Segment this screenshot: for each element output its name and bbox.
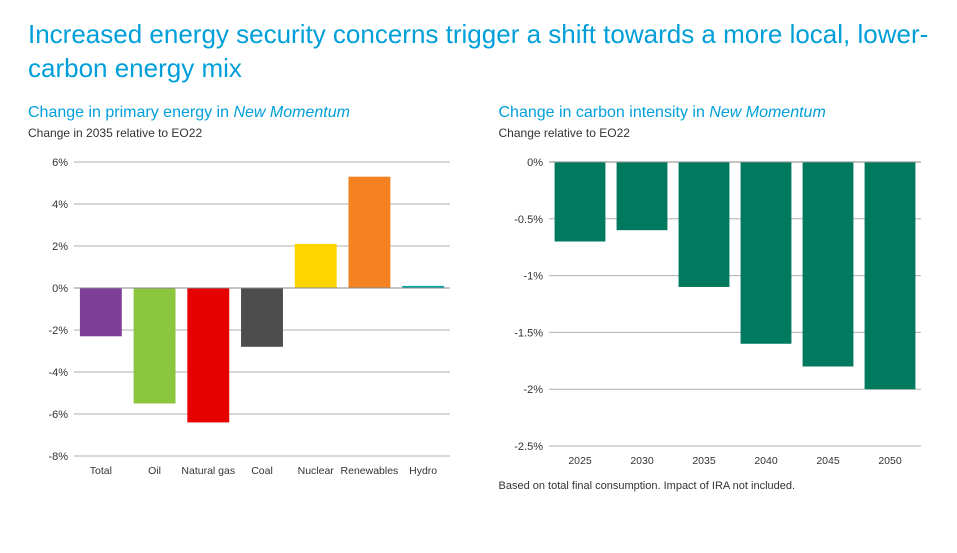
right-chart-title: Change in carbon intensity in New Moment… [499, 104, 930, 122]
bar [678, 162, 729, 287]
bar [740, 162, 791, 344]
left-chart-column: Change in primary energy in New Momentum… [28, 104, 459, 492]
right-chart-footnote: Based on total final consumption. Impact… [499, 480, 930, 492]
y-tick-label: 6% [52, 157, 68, 169]
category-label: 2035 [692, 455, 716, 467]
bar [616, 162, 667, 230]
y-tick-label: 2% [52, 241, 68, 253]
right-chart: -2.5% -2% -1.5% -1% -0.5% 0% 2025 2030 2035 2040 2… [499, 156, 930, 476]
bar [134, 288, 176, 404]
y-tick-label: 4% [52, 199, 68, 211]
left-chart-svg: -8% -6% -4% -2% 0% 2% 4% 6% Total Oil Natural gas C… [28, 156, 458, 486]
category-label: Nuclear [298, 465, 335, 477]
bar [80, 288, 122, 336]
category-label: 2030 [630, 455, 654, 467]
category-label: 2045 [816, 455, 840, 467]
left-chart-title: Change in primary energy in New Momentum [28, 104, 459, 122]
right-chart-title-italic: New Momentum [709, 104, 825, 121]
bar [348, 176, 390, 287]
y-tick-label: -4% [48, 367, 68, 379]
category-label: Natural gas [181, 465, 235, 477]
y-tick-label: 0% [52, 283, 68, 295]
bar [295, 243, 337, 287]
page-title: Increased energy security concerns trigg… [28, 18, 929, 86]
left-chart-subtitle: Change in 2035 relative to EO22 [28, 126, 459, 140]
y-tick-label: -1% [523, 270, 543, 282]
category-label: Oil [148, 465, 161, 477]
y-tick-label: -2% [523, 384, 543, 396]
left-chart-title-italic: New Momentum [233, 104, 349, 121]
charts-row: Change in primary energy in New Momentum… [28, 104, 929, 492]
left-chart-title-prefix: Change in primary energy in [28, 104, 233, 121]
category-label: 2050 [878, 455, 902, 467]
y-tick-label: -2% [48, 325, 68, 337]
y-tick-label: -1.5% [514, 327, 543, 339]
category-label: Coal [251, 465, 273, 477]
y-tick-label: -2.5% [514, 441, 543, 453]
right-chart-column: Change in carbon intensity in New Moment… [499, 104, 930, 492]
bar [554, 162, 605, 242]
category-label: Hydro [409, 465, 437, 477]
bar [241, 288, 283, 347]
y-tick-label: -8% [48, 451, 68, 463]
y-tick-label: -6% [48, 409, 68, 421]
bar [187, 288, 229, 422]
right-chart-title-prefix: Change in carbon intensity in [499, 104, 710, 121]
y-tick-label: -0.5% [514, 213, 543, 225]
category-label: Total [90, 465, 112, 477]
category-label: Renewables [341, 465, 399, 477]
right-chart-subtitle: Change relative to EO22 [499, 126, 930, 140]
category-label: 2040 [754, 455, 778, 467]
right-chart-svg: -2.5% -2% -1.5% -1% -0.5% 0% 2025 2030 2035 2040 2… [499, 156, 929, 476]
category-label: 2025 [568, 455, 592, 467]
y-tick-label: 0% [527, 157, 543, 169]
left-chart: -8% -6% -4% -2% 0% 2% 4% 6% Total Oil Natural gas C… [28, 156, 459, 486]
bar [864, 162, 915, 389]
bar [802, 162, 853, 366]
